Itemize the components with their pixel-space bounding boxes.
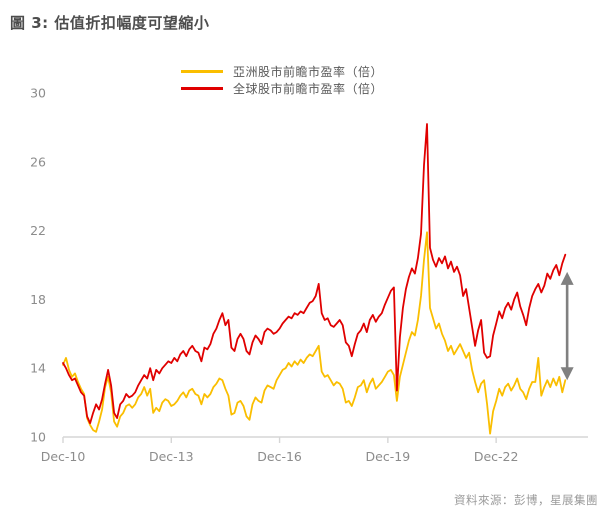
- y-tick-label: 10: [30, 430, 46, 445]
- x-tick-label: Dec-19: [366, 449, 411, 464]
- x-tick-label: Dec-13: [149, 449, 194, 464]
- y-tick-label: 26: [30, 154, 46, 169]
- figure-title: 圖 3: 估值折扣幅度可望縮小: [10, 14, 210, 32]
- legend-swatch-asia: [181, 70, 223, 73]
- x-tick-label: Dec-22: [474, 449, 519, 464]
- gap-arrow-head-up-icon: [560, 271, 574, 285]
- gap-arrow-head-down-icon: [560, 367, 574, 381]
- series-line-global: [62, 123, 567, 425]
- y-tick-label: 18: [30, 292, 46, 307]
- legend-item-global: 全球股市前瞻市盈率（倍）: [181, 80, 383, 97]
- y-tick-label: 14: [30, 361, 46, 376]
- legend-label-asia: 亞洲股市前瞻市盈率（倍）: [233, 65, 384, 79]
- legend-label-global: 全球股市前瞻市盈率（倍）: [233, 82, 384, 96]
- chart-legend: 亞洲股市前瞻市盈率（倍） 全球股市前瞻市盈率（倍）: [181, 63, 383, 97]
- series-line-asia: [62, 231, 567, 435]
- y-tick-label: 30: [30, 86, 46, 101]
- legend-swatch-global: [181, 87, 223, 90]
- x-tick-label: Dec-16: [257, 449, 302, 464]
- source-note: 資料來源：彭博，星展集團: [454, 493, 598, 507]
- legend-item-asia: 亞洲股市前瞻市盈率（倍）: [181, 63, 383, 80]
- x-tick-label: Dec-10: [41, 449, 86, 464]
- y-tick-label: 22: [30, 223, 46, 238]
